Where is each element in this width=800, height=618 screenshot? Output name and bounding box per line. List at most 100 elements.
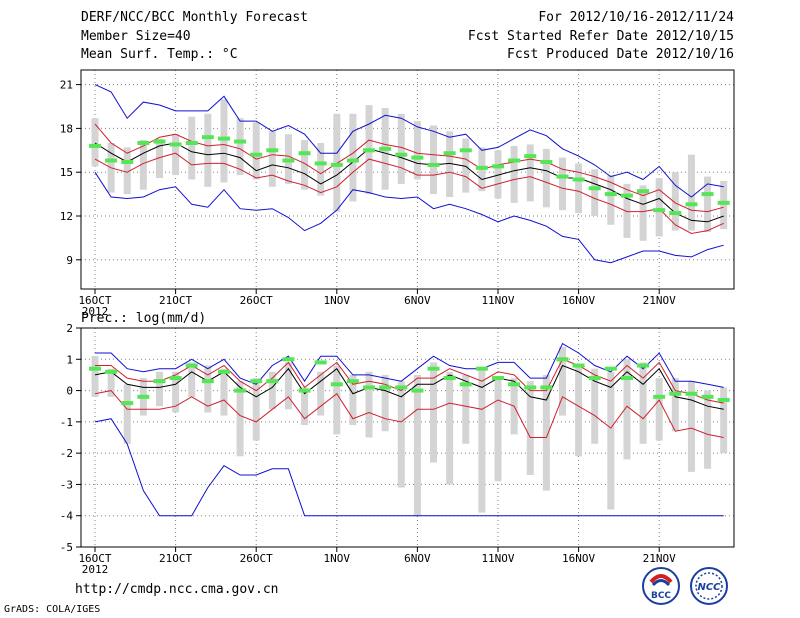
- temp-box: [252, 122, 260, 180]
- prec-box: [188, 362, 196, 397]
- temp-line-ensemble-mean: [94, 142, 724, 223]
- temp-line-ensemble-min: [94, 171, 724, 264]
- temp-median-mark: [217, 136, 230, 141]
- prec-median-mark: [282, 357, 295, 362]
- temp-box: [639, 185, 647, 241]
- temp-box: [607, 175, 615, 225]
- prec-box: [349, 374, 357, 425]
- prec-box: [236, 381, 244, 457]
- temp-box: [494, 150, 502, 199]
- temp-box: [301, 140, 309, 190]
- temp-median-mark: [475, 165, 488, 170]
- svg-text:NCC: NCC: [697, 582, 721, 593]
- temp-median-mark: [201, 135, 214, 140]
- prec-box: [687, 381, 695, 472]
- temp-xtick-label: 16NOV: [562, 294, 595, 307]
- prec-median-mark: [105, 369, 118, 374]
- prec-median-mark: [637, 363, 650, 368]
- prec-xtick-label: 1NOV: [324, 552, 351, 565]
- temp-median-mark: [411, 155, 424, 160]
- prec-box: [333, 365, 341, 435]
- prec-median-mark: [201, 379, 214, 384]
- temp-box: [204, 113, 212, 187]
- temp-box: [91, 118, 99, 167]
- prec-median-mark: [717, 397, 730, 402]
- member-size: Member Size=40: [81, 29, 191, 44]
- temp-box: [687, 154, 695, 231]
- prec-box: [671, 378, 679, 432]
- prec-median-mark: [685, 391, 698, 396]
- source-url[interactable]: http://cmdp.ncc.cma.gov.cn: [75, 582, 279, 597]
- prec-box: [704, 390, 712, 469]
- temp-xtick-label: 21NOV: [643, 294, 676, 307]
- temp-box: [542, 148, 550, 208]
- temp-median-mark: [556, 174, 569, 179]
- temp-box: [575, 163, 583, 214]
- temp-median-mark: [185, 141, 198, 145]
- prec-median-mark: [556, 357, 569, 362]
- temp-box: [268, 131, 276, 187]
- temp-box: [317, 143, 325, 196]
- temp-box: [236, 118, 244, 176]
- temp-median-mark: [685, 202, 698, 207]
- prec-median-mark: [524, 385, 537, 390]
- temp-median-mark: [169, 142, 182, 147]
- prec-box: [365, 371, 373, 438]
- prec-box: [220, 368, 228, 416]
- prec-xtick-label: 26OCT: [240, 552, 273, 565]
- prec-median-mark: [459, 382, 472, 387]
- prec-panel-title: Prec.: log(mm/d): [81, 311, 206, 326]
- prec-box: [284, 362, 292, 410]
- prec-ytick-label: -3: [60, 478, 73, 491]
- fcst-started-date: Fcst Started Refer Date 2012/10/15: [467, 29, 734, 44]
- grads-credit: GrADS: COLA/IGES: [4, 604, 101, 615]
- temp-box: [123, 147, 131, 195]
- temp-box: [720, 180, 728, 230]
- temp-median-mark: [282, 158, 295, 163]
- prec-box: [123, 384, 131, 444]
- prec-line-ensemble-min: [94, 418, 724, 517]
- temp-box: [333, 113, 341, 212]
- temp-ytick-label: 18: [60, 122, 73, 135]
- temp-median-mark: [234, 139, 247, 144]
- temp-xtick-label: 26OCT: [240, 294, 273, 307]
- temp-box: [462, 138, 470, 193]
- temp-median-mark: [540, 159, 553, 164]
- prec-median-mark: [234, 388, 247, 393]
- temp-xtick-label: 1NOV: [324, 294, 351, 307]
- prec-median-mark: [572, 363, 585, 368]
- temp-median-mark: [637, 189, 650, 194]
- temp-box: [510, 145, 518, 203]
- bcc-logo: BCC: [642, 567, 680, 605]
- temp-panel-title: Mean Surf. Temp.: °C: [81, 47, 238, 62]
- temp-line-mean-1-std: [94, 123, 724, 213]
- prec-median-mark: [266, 379, 279, 384]
- prec-panel: -5 -4 -3 -2 -1 0 1 2 16OCT 21OCT 26OCT 1NOV 6NOV 11NO…: [60, 311, 735, 576]
- prec-box: [107, 368, 115, 397]
- prec-xtick-label: 21NOV: [643, 552, 676, 565]
- prec-median-mark: [185, 363, 198, 368]
- forecast-title: DERF/NCC/BCC Monthly Forecast: [81, 10, 308, 25]
- prec-ytick-label: -1: [60, 416, 73, 429]
- prec-frame: [80, 327, 735, 548]
- prec-median-mark: [604, 366, 617, 371]
- prec-box: [655, 378, 663, 441]
- prec-ytick-label: 1: [66, 353, 73, 366]
- prec-median-mark: [298, 388, 311, 393]
- temp-median-mark: [508, 158, 521, 163]
- temp-box: [704, 176, 712, 233]
- temp-median-mark: [717, 200, 730, 205]
- prec-box: [301, 387, 309, 425]
- svg-text:BCC: BCC: [651, 591, 671, 601]
- temp-median-mark: [427, 162, 440, 167]
- prec-xtick-label: 6NOV: [404, 552, 431, 565]
- prec-box: [172, 371, 180, 413]
- forecast-period: For 2012/10/16-2012/11/24: [538, 10, 734, 25]
- temp-xtick-label: 11NOV: [481, 294, 514, 307]
- temp-ytick-label: 9: [66, 254, 73, 267]
- temp-box: [591, 169, 599, 216]
- prec-xtick-label: 16NOV: [562, 552, 595, 565]
- prec-line-mean-1-std: [94, 390, 724, 438]
- prec-box: [413, 374, 421, 516]
- temp-median-mark: [121, 159, 134, 164]
